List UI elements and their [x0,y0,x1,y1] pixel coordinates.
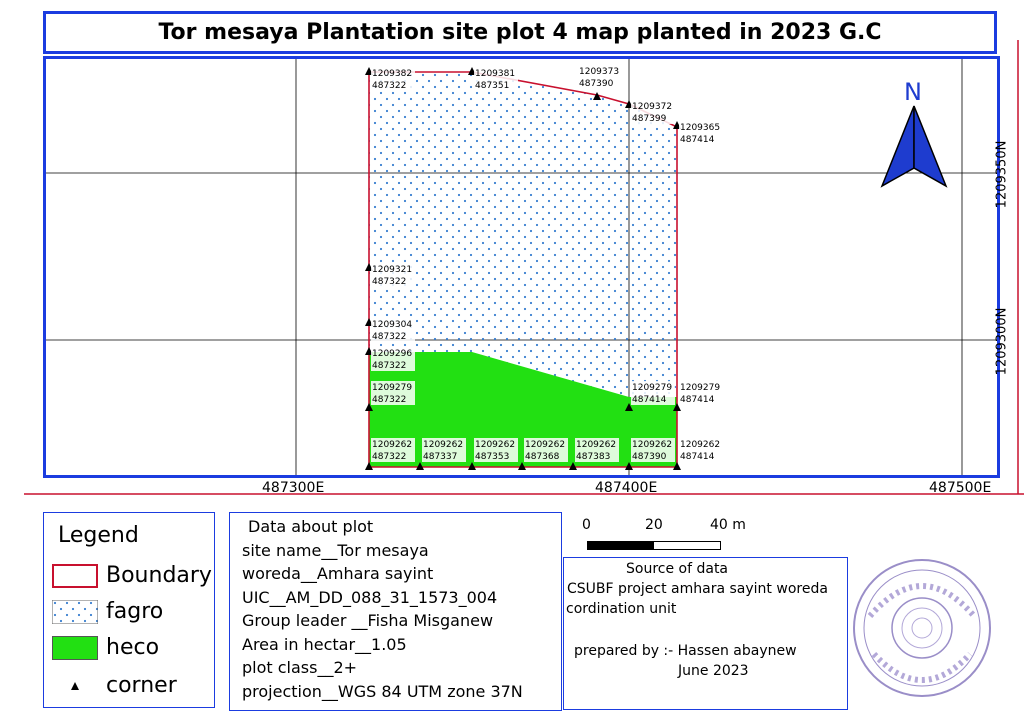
source-line: CSUBF project amhara sayint woreda [567,581,828,597]
corner-marker [673,462,681,470]
info-line: Area in hectar__1.05 [242,634,407,654]
x-tick-label: 487500E [929,480,992,496]
heco-swatch [52,635,98,660]
info-line: Group leader __Fisha Misganew [242,611,494,630]
corner-northing-label: 1209382 [372,69,412,79]
corner-northing-label: 1209373 [579,67,619,77]
corner-northing-label: 1209321 [372,265,412,275]
corner-marker [416,462,424,470]
corner-northing-label: 1209279 [680,383,720,393]
corner-easting-label: 487399 [632,114,667,124]
north-arrow-icon [880,105,948,188]
corner-easting-label: 487322 [372,277,406,287]
corner-easting-label: 487390 [632,452,667,462]
corner-easting-label: 487390 [579,79,614,89]
y-tick-label: 1209350N [994,140,1010,209]
corner-easting-label: 487322 [372,361,406,371]
official-stamp-icon [853,559,991,697]
prepared-by: prepared by :- Hassen abaynew [574,643,797,659]
source-line: cordination unit [566,601,677,617]
legend-label: Boundary [106,563,212,588]
legend-title: Legend [58,523,139,548]
corner-marker [518,462,526,470]
corner-marker [673,403,681,411]
scale-bar [587,541,721,550]
source-title: Source of data [626,561,729,577]
info-line: UIC__AM_DD_088_31_1573_004 [242,587,498,607]
corner-marker [625,403,633,411]
corner-easting-label: 487414 [680,395,715,405]
corner-easting-label: 487414 [632,395,667,405]
corner-easting-label: 487322 [372,332,406,342]
info-heading: Data about plot [248,517,374,536]
source-of-data: Source of data CSUBF project amhara sayi… [563,557,848,710]
corner-northing-label: 1209262 [372,440,412,450]
corner-easting-label: 487368 [525,452,560,462]
legend-item-fagro: fagro [52,599,163,624]
corner-easting-label: 487353 [475,452,509,462]
corner-easting-label: 487322 [372,452,406,462]
fagro-swatch [52,599,98,624]
boundary-swatch [52,563,98,588]
corner-northing-label: 1209262 [525,440,565,450]
corner-northing-label: 1209296 [372,349,412,359]
plot-info: Data about plot site name__Tor mesaya wo… [229,512,562,711]
map-canvas: 1209382 487322 1209381 487351 1209373 487390 1… [24,40,1024,495]
legend-label: corner [106,673,177,698]
scale-label-20: 20 [645,517,663,533]
corner-easting-label: 487383 [576,452,610,462]
info-line: plot class__2+ [242,658,358,677]
corner-northing-label: 1209262 [632,440,672,450]
corner-marker [365,403,373,411]
legend-item-corner: corner [52,673,177,698]
corner-northing-label: 1209381 [475,69,515,79]
north-label: N [904,78,922,106]
prepared-date: June 2023 [678,663,749,679]
scale-label-0: 0 [582,517,591,533]
x-tick-label: 487300E [262,480,325,496]
corner-easting-label: 487414 [680,452,715,462]
corner-marker [365,462,373,470]
triangle-icon [71,681,79,690]
corner-easting-label: 487414 [680,135,715,145]
corner-marker [569,462,577,470]
corner-marker [468,462,476,470]
y-tick-label: 1209300N [994,307,1010,376]
x-tick-label: 487400E [595,480,658,496]
corner-easting-label: 487322 [372,81,406,91]
info-line: projection__WGS 84 UTM zone 37N [242,681,523,701]
legend: Legend Boundary fagro heco corner [43,512,215,708]
info-line: woreda__Amhara sayint [242,564,434,583]
corner-marker [625,462,633,470]
corner-northing-label: 1209279 [372,383,412,393]
corner-northing-label: 1209262 [680,440,720,450]
info-line: site name__Tor mesaya [242,540,429,560]
corner-marker [593,92,601,100]
map-title: Tor mesaya Plantation site plot 4 map pl… [43,11,997,54]
map-frame [43,56,1000,478]
corner-easting-label: 487337 [423,452,457,462]
corner-northing-label: 1209304 [372,320,412,330]
scale-label-40: 40 m [710,517,746,533]
corner-northing-label: 1209262 [576,440,616,450]
legend-item-boundary: Boundary [52,563,212,588]
corner-northing-label: 1209279 [632,383,672,393]
corner-northing-label: 1209372 [632,102,672,112]
corner-northing-label: 1209262 [475,440,515,450]
corner-northing-label: 1209365 [680,123,720,133]
corner-easting-label: 487322 [372,395,406,405]
legend-label: heco [106,635,160,660]
corner-easting-label: 487351 [475,81,509,91]
legend-item-heco: heco [52,635,159,660]
corner-northing-label: 1209262 [423,440,463,450]
legend-label: fagro [106,599,164,624]
